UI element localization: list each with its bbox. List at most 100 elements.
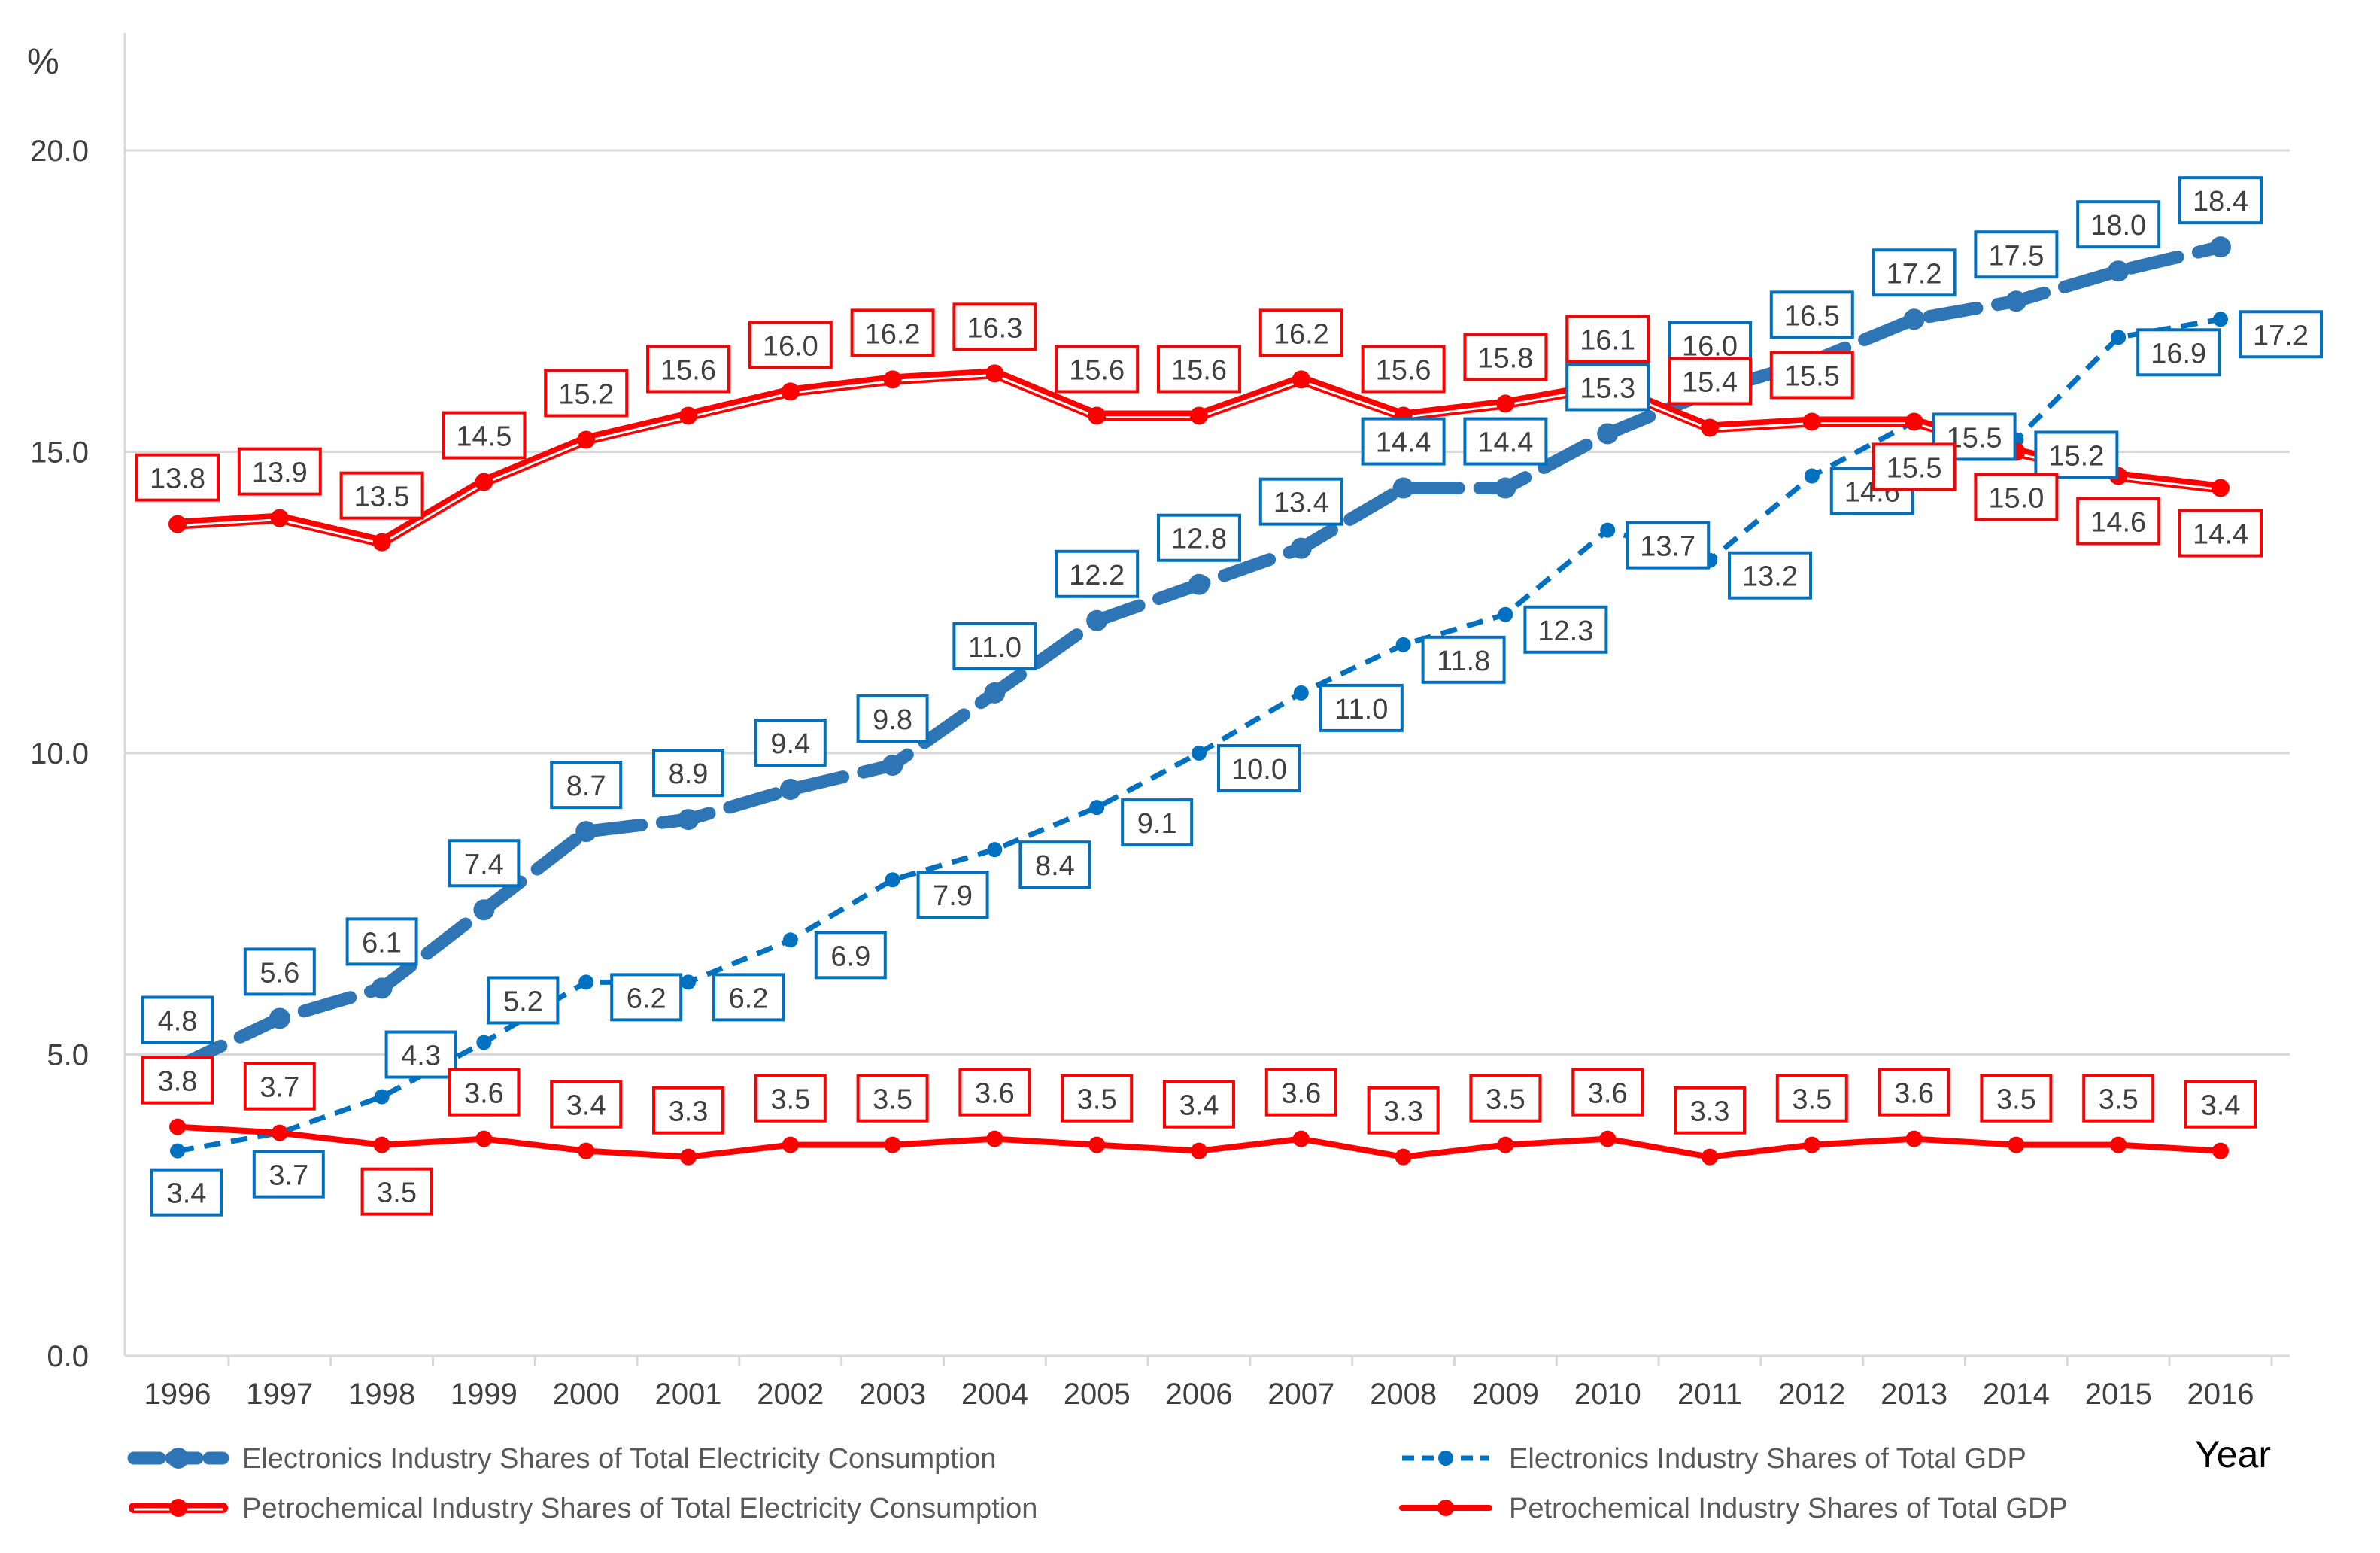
data-label-text: 15.8 (1477, 342, 1533, 374)
data-label: 3.5 (1980, 1074, 2053, 1123)
data-point (577, 430, 596, 449)
data-point (781, 382, 800, 401)
data-point (1600, 522, 1616, 538)
data-label-box (652, 1086, 724, 1135)
data-point (475, 473, 493, 491)
data-label-text: 9.4 (770, 728, 810, 760)
data-label-text: 15.6 (1376, 354, 1431, 386)
data-point (1498, 606, 1513, 622)
data-label-box (850, 308, 935, 357)
data-point (1088, 1136, 1106, 1153)
data-label-box (1264, 1068, 1337, 1117)
data-label-text: 5.6 (260, 957, 299, 989)
data-label-box (1258, 477, 1343, 526)
data-label-box (252, 1150, 325, 1199)
data-label-text: 3.5 (1996, 1084, 2036, 1116)
data-label: 18.0 (2076, 200, 2161, 249)
data-label-box (2076, 200, 2161, 249)
data-label-box (1769, 351, 1854, 400)
data-label-box (1974, 230, 2059, 279)
data-label-box (2184, 1080, 2257, 1129)
data-label-text: 13.5 (354, 482, 410, 513)
data-label-box (1157, 345, 1241, 394)
data-label-box (754, 1074, 827, 1123)
legend: Electronics Industry Shares of Total Ele… (127, 1443, 2068, 1524)
data-label-box (442, 411, 527, 460)
data-label-text: 3.6 (464, 1078, 504, 1110)
data-label-box (1361, 417, 1446, 466)
data-point (1702, 1148, 1718, 1166)
data-label-box (1469, 1074, 1542, 1123)
data-label: 3.5 (1469, 1074, 1542, 1123)
data-point (2213, 312, 2228, 327)
legend-label: Electronics Industry Shares of Total GDP (1509, 1443, 2026, 1475)
data-label: 17.2 (2239, 310, 2323, 359)
data-label: 3.6 (1878, 1068, 1950, 1117)
data-point (782, 932, 798, 948)
data-label-text: 9.1 (1137, 808, 1177, 840)
data-label: 15.2 (2034, 430, 2119, 479)
data-label-box (150, 1168, 223, 1217)
legend-marker (1438, 1451, 1453, 1466)
data-label: 15.2 (544, 369, 629, 418)
data-label-text: 13.2 (1742, 561, 1798, 593)
data-label-text: 8.4 (1035, 850, 1075, 882)
data-label: 14.4 (1361, 417, 1446, 466)
data-label: 16.9 (2136, 328, 2221, 377)
data-label-text: 6.1 (362, 927, 402, 959)
data-label: 15.3 (1565, 363, 1650, 412)
data-label-text: 15.2 (2048, 440, 2104, 472)
data-point (883, 370, 902, 389)
data-label: 3.7 (243, 1062, 316, 1111)
data-label-box (360, 1167, 433, 1216)
x-tick-label: 2014 (1983, 1378, 2050, 1411)
data-label: 15.6 (1055, 345, 1140, 394)
data-point (885, 872, 900, 888)
data-point (1191, 1142, 1207, 1159)
series-4 (169, 1118, 2229, 1166)
data-point (782, 1136, 799, 1153)
data-label-text: 15.5 (1887, 452, 1942, 484)
data-label-text: 12.2 (1069, 560, 1125, 591)
data-label-box (1367, 1086, 1440, 1135)
data-label-box (550, 761, 623, 810)
data-label-box (1157, 513, 1241, 562)
data-point (987, 842, 1003, 858)
data-label-text: 11.0 (1334, 694, 1388, 725)
data-label: 3.6 (448, 1068, 521, 1117)
y-tick-label: 5.0 (47, 1039, 89, 1072)
data-label: 3.5 (1775, 1074, 1848, 1123)
data-label-box (1872, 248, 1957, 297)
data-label-text: 8.7 (566, 770, 606, 802)
data-label: 6.2 (610, 973, 683, 1022)
data-label: 9.4 (754, 719, 827, 767)
x-tick-label: 1999 (451, 1378, 518, 1411)
data-label: 8.7 (550, 761, 623, 810)
x-tick-label: 2001 (655, 1378, 722, 1411)
data-point (372, 533, 391, 552)
data-label-text: 3.3 (1383, 1096, 1423, 1128)
data-label-box (2178, 509, 2263, 558)
data-label: 13.9 (237, 447, 322, 496)
data-label: 9.1 (1121, 798, 1194, 847)
data-label-text: 11.8 (1437, 646, 1490, 677)
data-label-text: 6.2 (627, 983, 666, 1014)
data-label: 3.5 (2082, 1074, 2155, 1123)
data-label-box (384, 1030, 457, 1079)
data-label-box (1217, 744, 1301, 792)
data-label-text: 16.2 (1273, 318, 1329, 350)
data-label-box (135, 453, 220, 502)
data-label-text: 3.5 (1486, 1084, 1525, 1116)
data-label: 16.1 (1565, 315, 1650, 363)
data-label-box (2034, 430, 2119, 479)
data-point (2008, 1136, 2025, 1153)
data-label-text: 17.2 (1887, 258, 1942, 290)
data-point (1802, 412, 1821, 431)
data-label-box (712, 973, 785, 1022)
data-label-text: 3.4 (566, 1090, 606, 1122)
data-label-box (814, 931, 887, 980)
data-point (1086, 609, 1108, 631)
data-label: 12.8 (1157, 513, 1241, 562)
data-label: 14.4 (1463, 417, 1548, 466)
data-label-box (1626, 521, 1711, 570)
